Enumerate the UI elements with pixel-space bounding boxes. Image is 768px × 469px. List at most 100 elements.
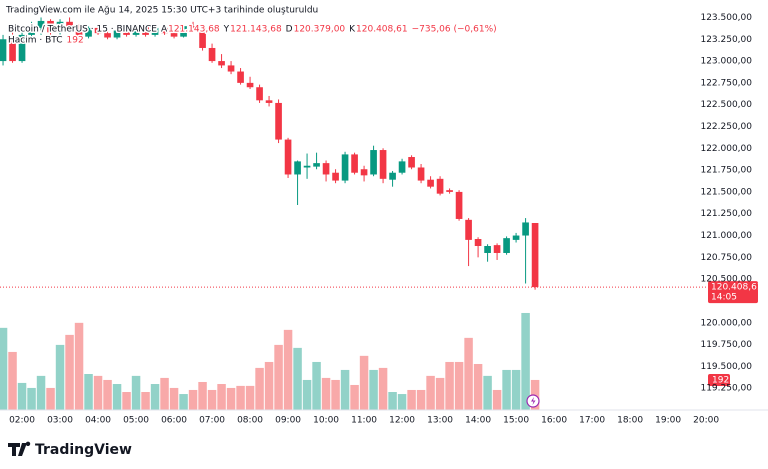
volume-bar [103, 379, 112, 410]
candle-body [94, 27, 102, 34]
candle-body [503, 238, 510, 253]
candle-body [370, 150, 377, 175]
candle-body [37, 20, 45, 28]
candle-body [436, 178, 444, 194]
ohlc-value: 121.143,68 [168, 25, 220, 35]
x-tick-label: 15:00 [503, 416, 529, 426]
x-tick-label: 16:00 [541, 416, 567, 426]
candle-body [18, 34, 26, 62]
candle-body [275, 102, 282, 140]
volume-bar [74, 322, 84, 410]
y-tick-label: 121.250,00 [700, 209, 752, 219]
candle-body [47, 20, 54, 33]
y-tick-label: 123.500,00 [700, 13, 752, 23]
volume-bar [416, 389, 426, 410]
x-tick-label: 10:00 [313, 416, 339, 426]
volume-bar [407, 389, 416, 410]
volume-bar [150, 384, 160, 410]
y-tick-label: 119.500,00 [700, 362, 752, 372]
volume-bar [112, 384, 122, 410]
candle-body [256, 87, 263, 101]
x-tick-label: 12:00 [389, 416, 415, 426]
alert-icon[interactable] [526, 394, 540, 408]
y-tick-label: 120.750,00 [700, 253, 752, 263]
x-tick-label: 13:00 [427, 416, 453, 426]
candle-body [199, 27, 206, 48]
candle-body [417, 167, 425, 181]
candle-body [379, 150, 387, 179]
volume-badge [708, 373, 730, 386]
y-tick-label: 123.000,00 [700, 57, 752, 67]
y-tick-label: 119.750,00 [700, 340, 752, 350]
volume-bar [217, 384, 226, 410]
x-tick-label: 19:00 [655, 416, 681, 426]
candle-body [493, 245, 501, 253]
candle-body [170, 33, 178, 37]
volume-bar [388, 392, 397, 410]
volume-bar [160, 377, 169, 410]
x-tick-label: 02:00 [9, 416, 35, 426]
volume-bar [93, 375, 103, 410]
ohlc-key: D [286, 25, 293, 35]
candle-body [246, 82, 254, 88]
candle-body [341, 154, 349, 181]
y-tick-label: 122.500,00 [700, 100, 752, 110]
candle-body [408, 157, 415, 168]
ohlc-key: A [161, 25, 168, 35]
candle-body [265, 100, 273, 103]
x-tick-label: 05:00 [123, 416, 149, 426]
volume-bar [521, 312, 530, 410]
candle-body [132, 26, 140, 35]
volume-bar [359, 355, 369, 410]
candle-body [142, 26, 149, 35]
volume-bar [492, 389, 502, 410]
candle-body [294, 161, 301, 175]
volume-bar [473, 363, 483, 410]
volume-bar [454, 361, 464, 410]
ohlc-value: 120.379,00 [294, 25, 346, 35]
candle-body [531, 222, 539, 288]
volume-bar [65, 334, 74, 410]
candle-body [56, 21, 64, 33]
candle-body [455, 191, 463, 219]
candle-body [0, 39, 7, 62]
x-tick-label: 20:00 [693, 416, 719, 426]
volume-bar [350, 384, 359, 410]
candle-body [237, 71, 244, 83]
logo-icon [8, 441, 31, 456]
volume-bar [435, 377, 445, 410]
ohlc-change: −735,06 (−0,61%) [412, 25, 497, 35]
volume-bar [46, 387, 55, 410]
y-tick-label: 120.500,00 [700, 275, 752, 285]
x-tick-label: 07:00 [199, 416, 225, 426]
legend-volume-value: 192 [67, 36, 84, 46]
candle-body [123, 30, 130, 35]
volume-bar [0, 327, 8, 410]
candle-body [427, 179, 434, 187]
volume-bar [321, 377, 331, 410]
volume-bar [245, 385, 255, 410]
plot-area [0, 17, 708, 410]
candle-body [512, 235, 520, 240]
candle-body [389, 172, 396, 180]
x-tick-label: 14:00 [465, 416, 491, 426]
volume-bar [198, 381, 207, 410]
volume-bar [483, 375, 492, 410]
candle-body [360, 169, 368, 176]
volume-value-label: 192 [712, 375, 729, 385]
volume-bar [55, 344, 65, 410]
volume-bar [293, 347, 302, 410]
candle-body [484, 246, 491, 253]
candle-body [28, 26, 35, 35]
candle-body [322, 163, 330, 175]
volume-bar [179, 394, 188, 410]
candle-body [446, 190, 453, 192]
x-tick-label: 09:00 [275, 416, 301, 426]
caption: TradingView.com ile Ağu 14, 2025 15:30 U… [5, 6, 318, 16]
volume-bar [226, 387, 236, 410]
y-tick-label: 122.250,00 [700, 122, 752, 132]
candle-body [313, 163, 320, 167]
candle-body [208, 47, 216, 62]
ohlc-key: Y [223, 25, 230, 35]
